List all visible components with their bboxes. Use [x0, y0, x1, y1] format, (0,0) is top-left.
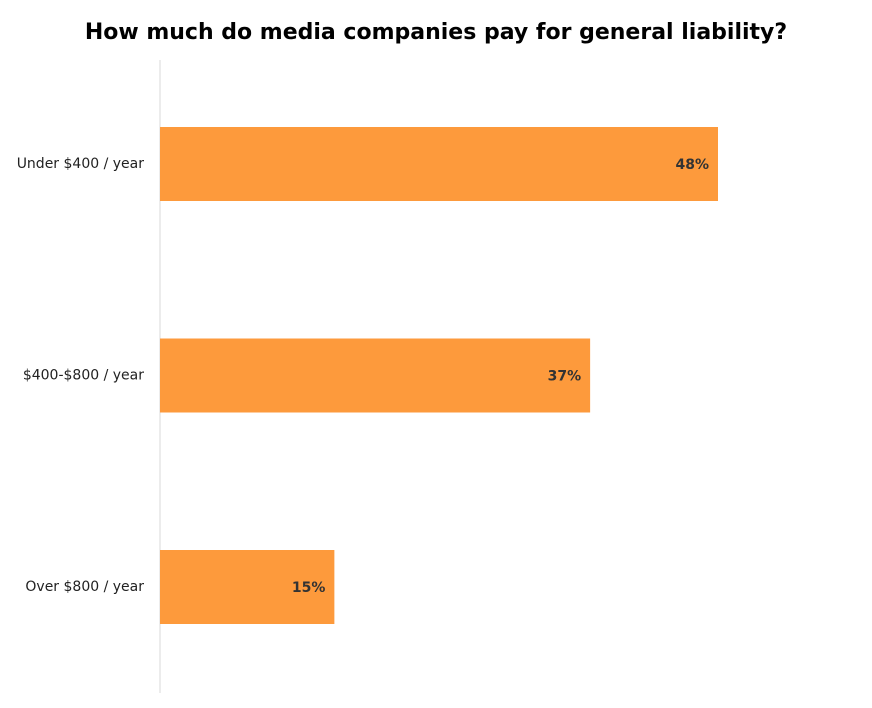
category-label-2: $400-$800 / year — [23, 368, 144, 384]
value-label-3: 15% — [292, 580, 326, 596]
bar-3 — [160, 550, 335, 624]
value-label-2: 37% — [548, 369, 582, 385]
bar-1 — [160, 127, 718, 201]
bars-group — [160, 127, 718, 624]
chart-title: How much do media companies pay for gene… — [84, 20, 788, 45]
bar-2 — [160, 338, 591, 413]
category-label-1: Under $400 / year — [17, 156, 145, 172]
category-labels-group: Under $400 / year $400-$800 / year Over $8… — [17, 156, 145, 595]
value-labels-group: 48% 37% 15% — [292, 157, 709, 596]
category-label-3: Over $800 / year — [25, 579, 144, 595]
value-label-1: 48% — [675, 157, 709, 173]
